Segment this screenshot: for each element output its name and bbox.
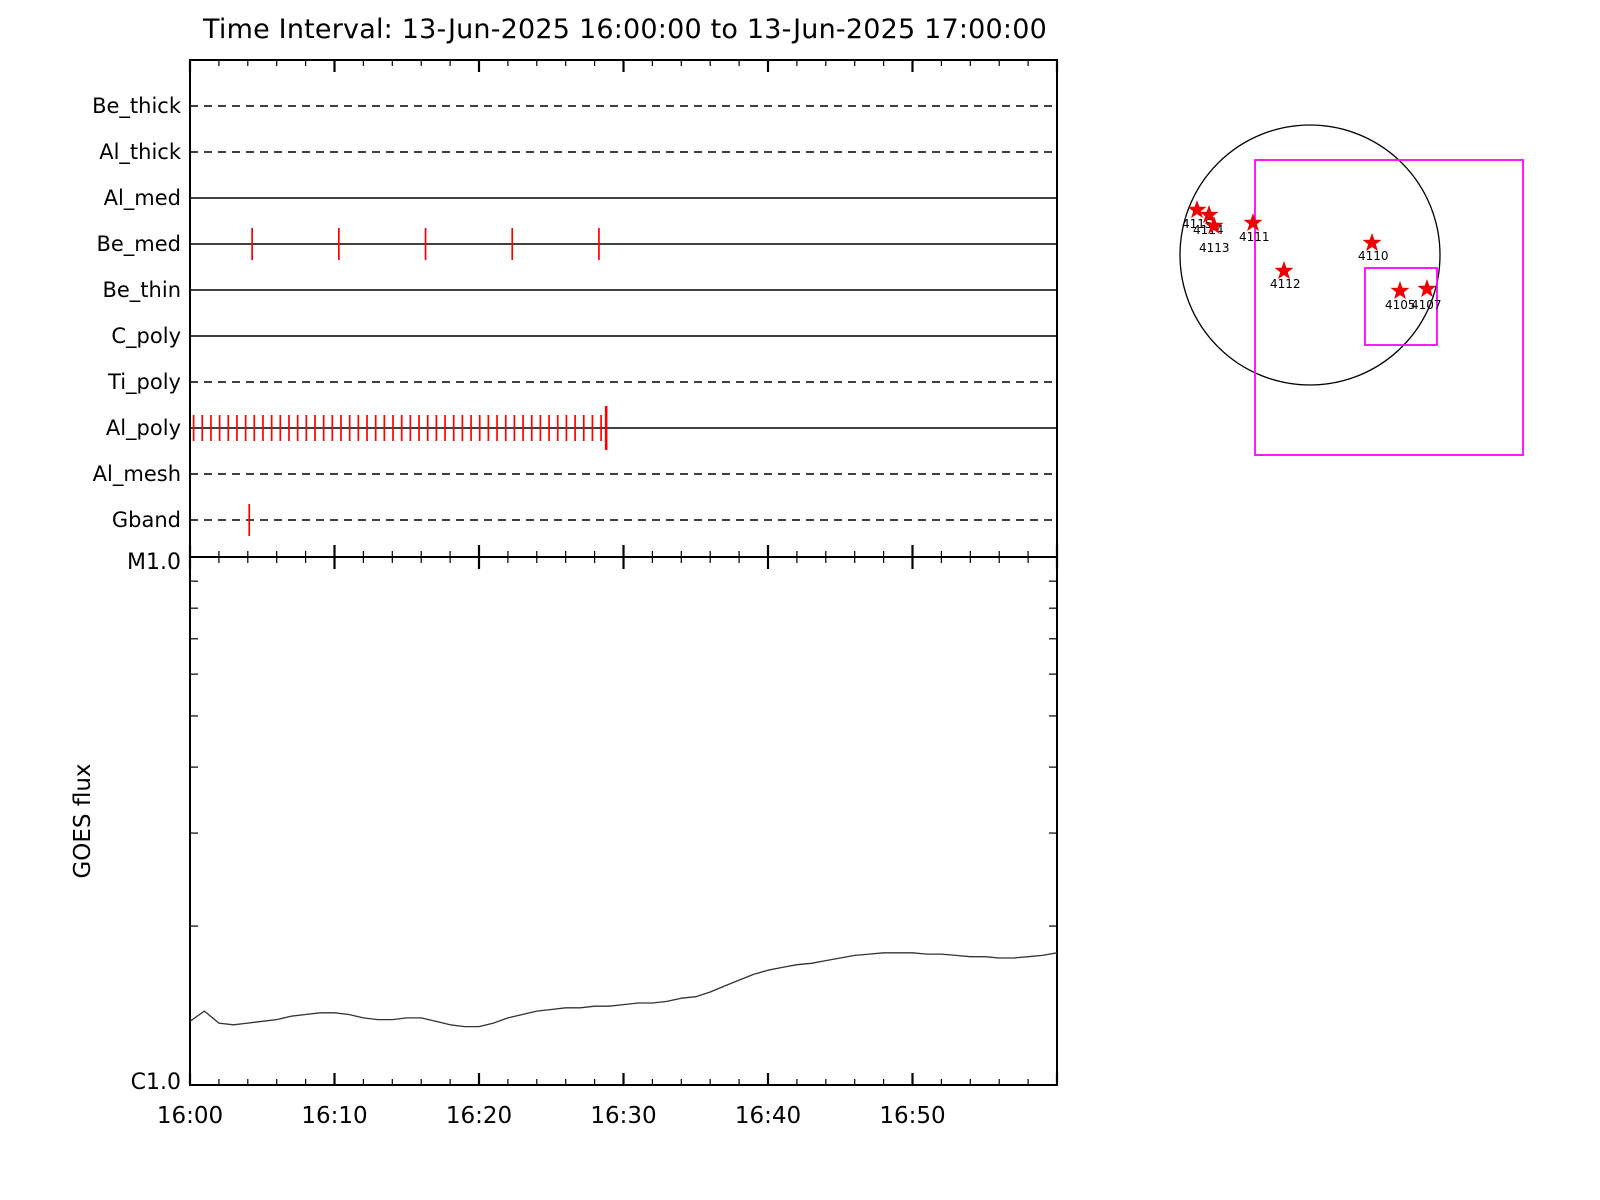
x-tick-label: 16:00 <box>157 1103 223 1129</box>
goes-frame <box>189 556 1058 1086</box>
timeline-row-label: C_poly <box>111 324 181 349</box>
timeline-row-label: Al_thick <box>99 140 182 165</box>
chart-title: Time Interval: 13-Jun-2025 16:00:00 to 1… <box>203 14 1047 45</box>
timeline-row-label: Be_thick <box>92 94 182 119</box>
x-tick-label: 16:30 <box>590 1103 656 1129</box>
active-region-label: 4105 <box>1385 298 1416 312</box>
y-tick-label-top: M1.0 <box>127 550 181 575</box>
active-region-star-4111 <box>1243 213 1263 232</box>
active-region-label: 4113 <box>1199 241 1230 255</box>
filter-timeline-panel: Be_thick Al_thick Al_med Be_med Be_thin C_pol… <box>92 59 1059 569</box>
timeline-row-label: Al_poly <box>106 416 181 441</box>
active-region-label: 4112 <box>1270 277 1301 291</box>
goes-flux-axis-label: GOES flux <box>70 763 96 878</box>
y-tick-label-bottom: C1.0 <box>131 1070 181 1095</box>
active-region-label: 4107 <box>1411 298 1442 312</box>
active-region-star-4114 <box>1199 205 1219 224</box>
fov-rect-0 <box>1254 159 1524 456</box>
timeline-row-label: Al_mesh <box>93 462 181 487</box>
active-region-label: 4111 <box>1239 230 1270 244</box>
timeline-row-label: Gband <box>112 508 181 532</box>
active-region-star-4115 <box>1187 200 1207 219</box>
goes-flux-panel: 16:00 16:10 16:20 16:30 16:40 16:50 M1.0 C1.0 GO… <box>70 550 1059 1129</box>
active-region-star-4107 <box>1417 279 1437 298</box>
fov-rect-1 <box>1364 267 1438 346</box>
timeline-row-label: Ti_poly <box>107 370 181 395</box>
x-tick-label: 16:50 <box>879 1103 945 1129</box>
active-region-star-4110 <box>1362 233 1382 252</box>
timeline-frame <box>189 59 1058 558</box>
timeline-row-label: Al_med <box>104 186 181 211</box>
active-region-star-4112 <box>1274 261 1294 280</box>
timeline-row-label: Be_thin <box>102 278 181 303</box>
x-tick-label: 16:40 <box>735 1103 801 1129</box>
active-region-label: 4110 <box>1358 249 1389 263</box>
x-tick-label: 16:20 <box>446 1103 512 1129</box>
goes-flux-curve <box>189 952 1058 1028</box>
x-tick-label: 16:10 <box>301 1103 367 1129</box>
active-region-star-4113 <box>1204 216 1224 235</box>
timeline-row-label: Be_med <box>96 232 181 257</box>
solar-limb-circle <box>1179 124 1441 386</box>
active-region-star-4105 <box>1390 281 1410 300</box>
